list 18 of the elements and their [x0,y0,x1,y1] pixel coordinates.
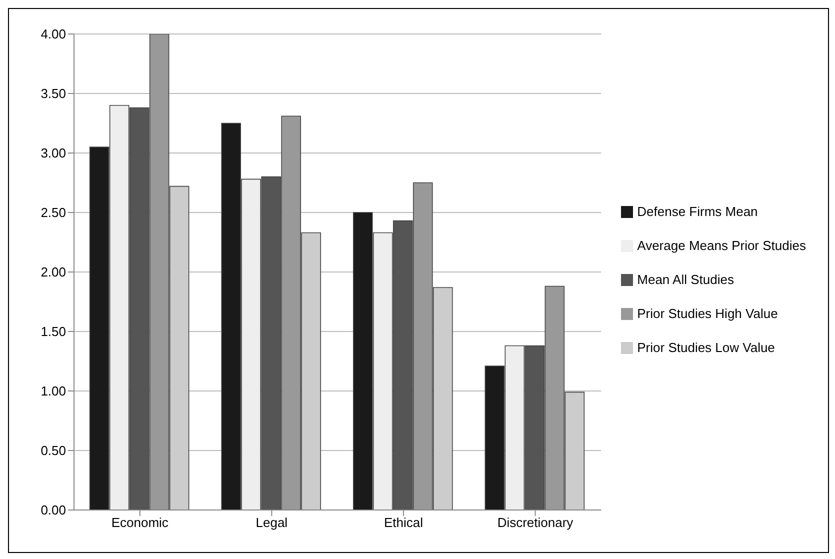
y-tick-label: 3.00 [40,146,66,161]
y-tick-label: 0.00 [40,502,66,518]
y-tick-label: 2.50 [40,205,66,220]
legend-label: Prior Studies Low Value [637,340,775,354]
legend-label: Mean All Studies [637,272,734,286]
y-tick-label: 2.00 [40,264,66,280]
x-tick-label: Discretionary [497,515,574,530]
y-tick-label: 0.50 [40,443,66,458]
legend-label: Average Means Prior Studies [637,238,806,252]
x-tick-label: Economic [111,515,169,530]
x-tick-label: Ethical [384,515,424,530]
y-tick-label: 4.00 [40,26,66,42]
y-tick-label: 3.50 [40,86,66,102]
x-tick-label: Legal [256,515,288,530]
y-tick-label: 1.00 [40,384,66,399]
legend-label: Defense Firms Mean [637,204,758,218]
legend-label: Prior Studies High Value [637,306,778,320]
y-tick-label: 1.50 [40,324,66,340]
